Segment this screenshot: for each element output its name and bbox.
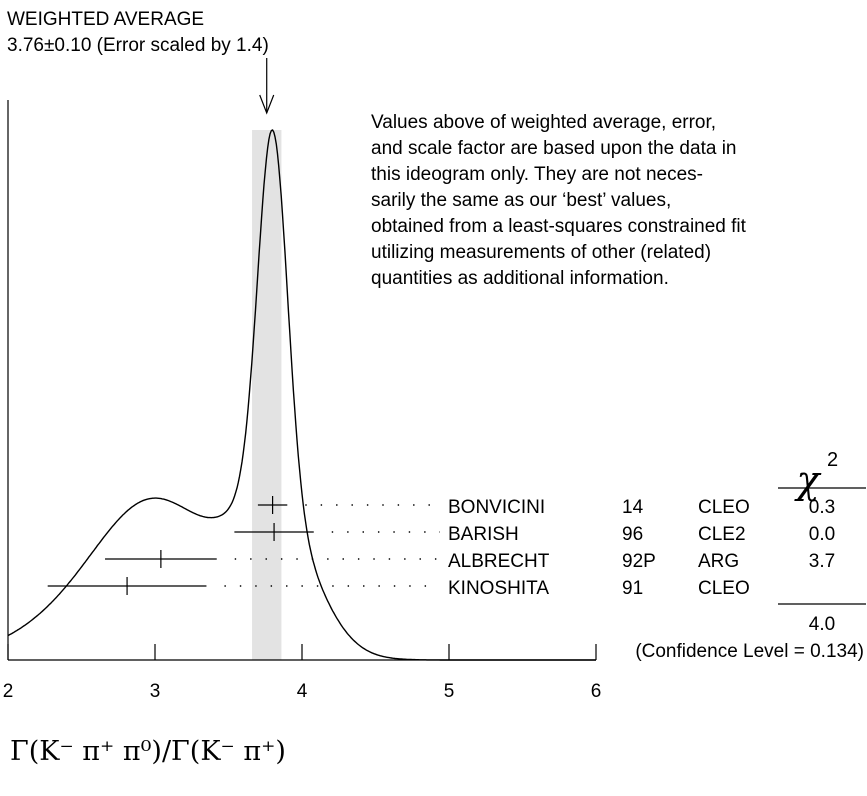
table-row: ALBRECHT 92P ARG 3.7 — [448, 551, 835, 572]
author-label: BONVICINI — [448, 497, 545, 518]
experiment-label: ARG — [698, 551, 739, 572]
chart-title: WEIGHTED AVERAGE — [7, 9, 204, 30]
year-label: 14 — [622, 497, 644, 518]
chi2-value: 0.0 — [809, 524, 835, 545]
note-line: obtained from a least-squares constraine… — [371, 216, 747, 237]
measurement-points — [47, 496, 314, 595]
weighted-average-value: 3.76±0.10 (Error scaled by 1.4) — [7, 35, 269, 56]
author-label: KINOSHITA — [448, 578, 549, 599]
note-line: utilizing measurements of other (related… — [371, 242, 711, 263]
confidence-level: (Confidence Level = 0.134) — [635, 641, 864, 662]
note-line: this ideogram only. They are not neces- — [371, 164, 703, 185]
x-tick-label: 2 — [3, 681, 14, 702]
table-row: BONVICINI 14 CLEO 0.3 — [448, 497, 835, 518]
note-line: Values above of weighted average, error, — [371, 112, 716, 133]
note-line: sarily the same as our ‘best’ values, — [371, 190, 671, 211]
experiment-label: CLEO — [698, 578, 750, 599]
year-label: 91 — [622, 578, 643, 599]
author-label: ALBRECHT — [448, 551, 550, 572]
chi2-exponent: 2 — [827, 449, 838, 471]
year-label: 92P — [622, 551, 656, 572]
measurement-table: BONVICINI 14 CLEO 0.3 BARISH 96 CLE2 0.0… — [448, 497, 835, 599]
weighted-average-band — [252, 130, 282, 660]
x-axis-label: Γ(K⁻ π⁺ π⁰)/Γ(K⁻ π⁺) — [10, 736, 286, 767]
chi2-total: 4.0 — [809, 614, 835, 635]
x-tick-label: 3 — [150, 681, 161, 702]
note-line: and scale factor are based upon the data… — [371, 138, 736, 159]
note-line: quantities as additional information. — [371, 268, 669, 289]
year-label: 96 — [622, 524, 643, 545]
chi2-symbol: χ — [793, 458, 821, 502]
x-tick-label: 5 — [444, 681, 455, 702]
experiment-label: CLE2 — [698, 524, 746, 545]
author-label: BARISH — [448, 524, 519, 545]
explanatory-note: Values above of weighted average, error,… — [371, 112, 747, 289]
chi2-value: 3.7 — [809, 551, 835, 572]
table-row: KINOSHITA 91 CLEO — [448, 578, 750, 599]
x-axis-ticks: 2 3 4 5 6 — [3, 644, 602, 702]
weighted-average-arrow — [259, 58, 275, 115]
table-row: BARISH 96 CLE2 0.0 — [448, 524, 835, 545]
x-tick-label: 6 — [591, 681, 602, 702]
chi2-value: 0.3 — [809, 497, 835, 518]
experiment-label: CLEO — [698, 497, 750, 518]
x-tick-label: 4 — [297, 681, 308, 702]
